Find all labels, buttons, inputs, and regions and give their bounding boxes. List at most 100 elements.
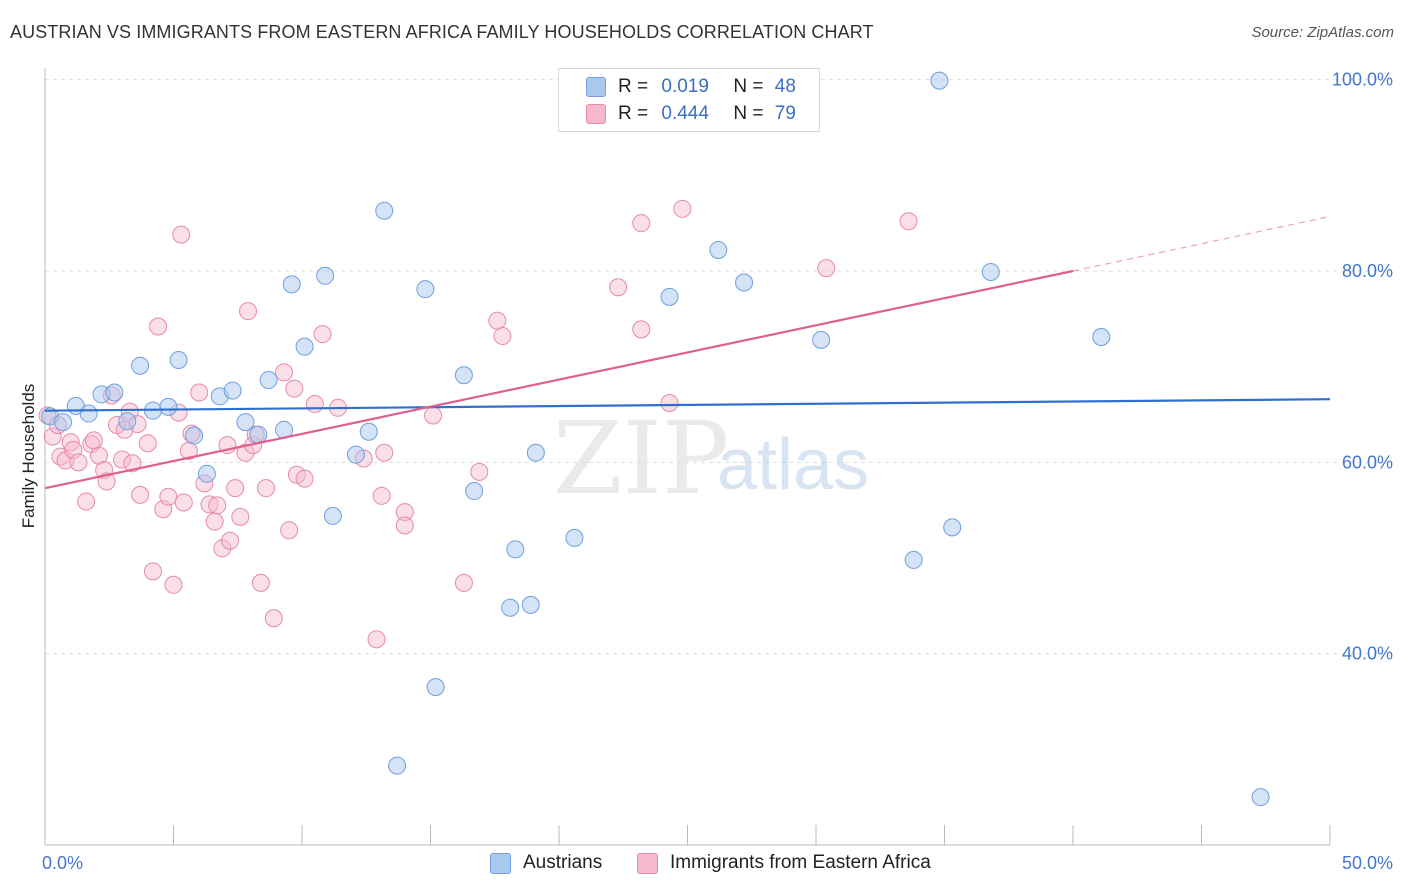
data-point-eastern-africa: [149, 317, 168, 336]
chart-title: AUSTRIAN VS IMMIGRANTS FROM EASTERN AFRI…: [10, 22, 874, 42]
data-point-austrians: [943, 518, 962, 537]
data-point-eastern-africa: [236, 443, 255, 462]
watermark: ZIP atlas: [553, 400, 869, 517]
data-point-austrians: [197, 464, 216, 483]
legend-row-austrians: R = 0.019 N = 48: [559, 74, 796, 100]
y-tick-label: 80.0%: [1342, 261, 1393, 281]
data-point-eastern-africa: [77, 492, 96, 511]
data-point-eastern-africa: [305, 394, 324, 413]
data-point-austrians: [501, 598, 520, 617]
data-point-austrians: [416, 280, 435, 299]
data-point-eastern-africa: [89, 446, 108, 465]
data-point-austrians: [526, 443, 545, 462]
data-point-austrians: [388, 756, 407, 775]
data-point-austrians: [323, 506, 342, 525]
data-point-austrians: [426, 678, 445, 697]
data-point-austrians: [454, 366, 473, 385]
data-point-austrians: [223, 381, 242, 400]
y-axis-title: Family Households: [19, 384, 38, 529]
data-point-eastern-africa: [205, 512, 224, 531]
data-point-austrians: [159, 397, 178, 416]
data-point-austrians: [169, 350, 188, 369]
legend-item-austrians[interactable]: Austrians: [490, 852, 602, 874]
data-point-eastern-africa: [113, 450, 132, 469]
y-tick-label: 40.0%: [1342, 644, 1393, 664]
data-point-austrians: [105, 383, 124, 402]
trend-line-eastern-africa: [44, 269, 1074, 490]
data-point-austrians: [521, 595, 540, 614]
trend-line-austrians: [44, 398, 1331, 412]
data-point-eastern-africa: [632, 320, 651, 339]
data-point-eastern-africa: [372, 486, 391, 505]
legend-item-eastern-africa[interactable]: Immigrants from Eastern Africa: [637, 852, 931, 874]
data-point-eastern-africa: [395, 503, 414, 522]
data-point-eastern-africa: [221, 531, 240, 550]
data-point-eastern-africa: [143, 562, 162, 581]
legend-n-value: 48: [774, 76, 796, 97]
data-point-austrians: [709, 240, 728, 259]
data-point-austrians: [981, 262, 1000, 281]
legend-row-eastern-africa: R = 0.444 N = 79: [559, 101, 796, 127]
data-point-eastern-africa: [295, 469, 314, 488]
data-point-austrians: [249, 425, 268, 444]
data-point-austrians: [131, 356, 150, 375]
data-point-eastern-africa: [493, 327, 512, 346]
data-point-austrians: [375, 201, 394, 220]
legend-n-label: N =: [733, 76, 764, 97]
data-point-eastern-africa: [285, 379, 304, 398]
data-point-austrians: [282, 275, 301, 294]
data-point-eastern-africa: [159, 487, 178, 506]
data-point-austrians: [236, 413, 255, 432]
data-point-eastern-africa: [280, 521, 299, 540]
series-legend: Austrians Immigrants from Eastern Africa: [0, 852, 1406, 878]
data-point-austrians: [812, 330, 831, 349]
stats-legend: R = 0.019 N = 48 R = 0.444 N = 79: [558, 68, 820, 132]
x-tick-label: 50.0%: [1342, 853, 1393, 873]
legend-label-eastern-africa: Immigrants from Eastern Africa: [670, 852, 931, 873]
data-point-eastern-africa: [632, 214, 651, 233]
data-point-austrians: [506, 540, 525, 559]
data-point-eastern-africa: [174, 493, 193, 512]
data-point-austrians: [1251, 788, 1270, 807]
data-point-eastern-africa: [454, 573, 473, 592]
legend-swatch-blue: [586, 77, 606, 97]
data-point-eastern-africa: [69, 453, 88, 472]
watermark-atlas: atlas: [717, 425, 869, 505]
data-point-austrians: [53, 413, 72, 432]
data-point-eastern-africa: [138, 434, 157, 453]
legend-swatch-blue: [490, 852, 511, 874]
y-tick-label: 60.0%: [1342, 452, 1393, 472]
data-point-eastern-africa: [84, 431, 103, 450]
data-point-eastern-africa: [313, 325, 332, 344]
data-point-eastern-africa: [97, 472, 116, 491]
data-point-austrians: [359, 422, 378, 441]
data-point-eastern-africa: [609, 278, 628, 297]
data-point-eastern-africa: [172, 225, 191, 244]
data-point-austrians: [118, 412, 137, 431]
data-point-eastern-africa: [395, 516, 414, 535]
data-point-eastern-africa: [470, 462, 489, 481]
legend-swatch-pink: [586, 104, 606, 124]
data-point-austrians: [465, 482, 484, 501]
data-point-eastern-africa: [275, 363, 294, 382]
data-point-austrians: [904, 550, 923, 569]
data-point-eastern-africa: [817, 259, 836, 278]
data-point-austrians: [1092, 328, 1111, 347]
data-point-austrians: [185, 426, 204, 445]
data-point-eastern-africa: [123, 454, 142, 473]
data-point-eastern-africa: [264, 609, 283, 628]
data-point-eastern-africa: [488, 311, 507, 330]
series-austrians-points: [41, 71, 1270, 807]
data-point-austrians: [735, 273, 754, 292]
data-point-eastern-africa: [190, 383, 209, 402]
data-point-austrians: [565, 528, 584, 547]
data-point-eastern-africa: [367, 630, 386, 649]
data-point-eastern-africa: [200, 495, 219, 514]
data-point-eastern-africa: [226, 479, 245, 498]
watermark-zip: ZIP: [553, 400, 729, 517]
data-point-austrians: [660, 287, 679, 306]
data-point-eastern-africa: [131, 485, 150, 504]
legend-label-austrians: Austrians: [523, 852, 603, 873]
data-point-eastern-africa: [43, 427, 62, 446]
